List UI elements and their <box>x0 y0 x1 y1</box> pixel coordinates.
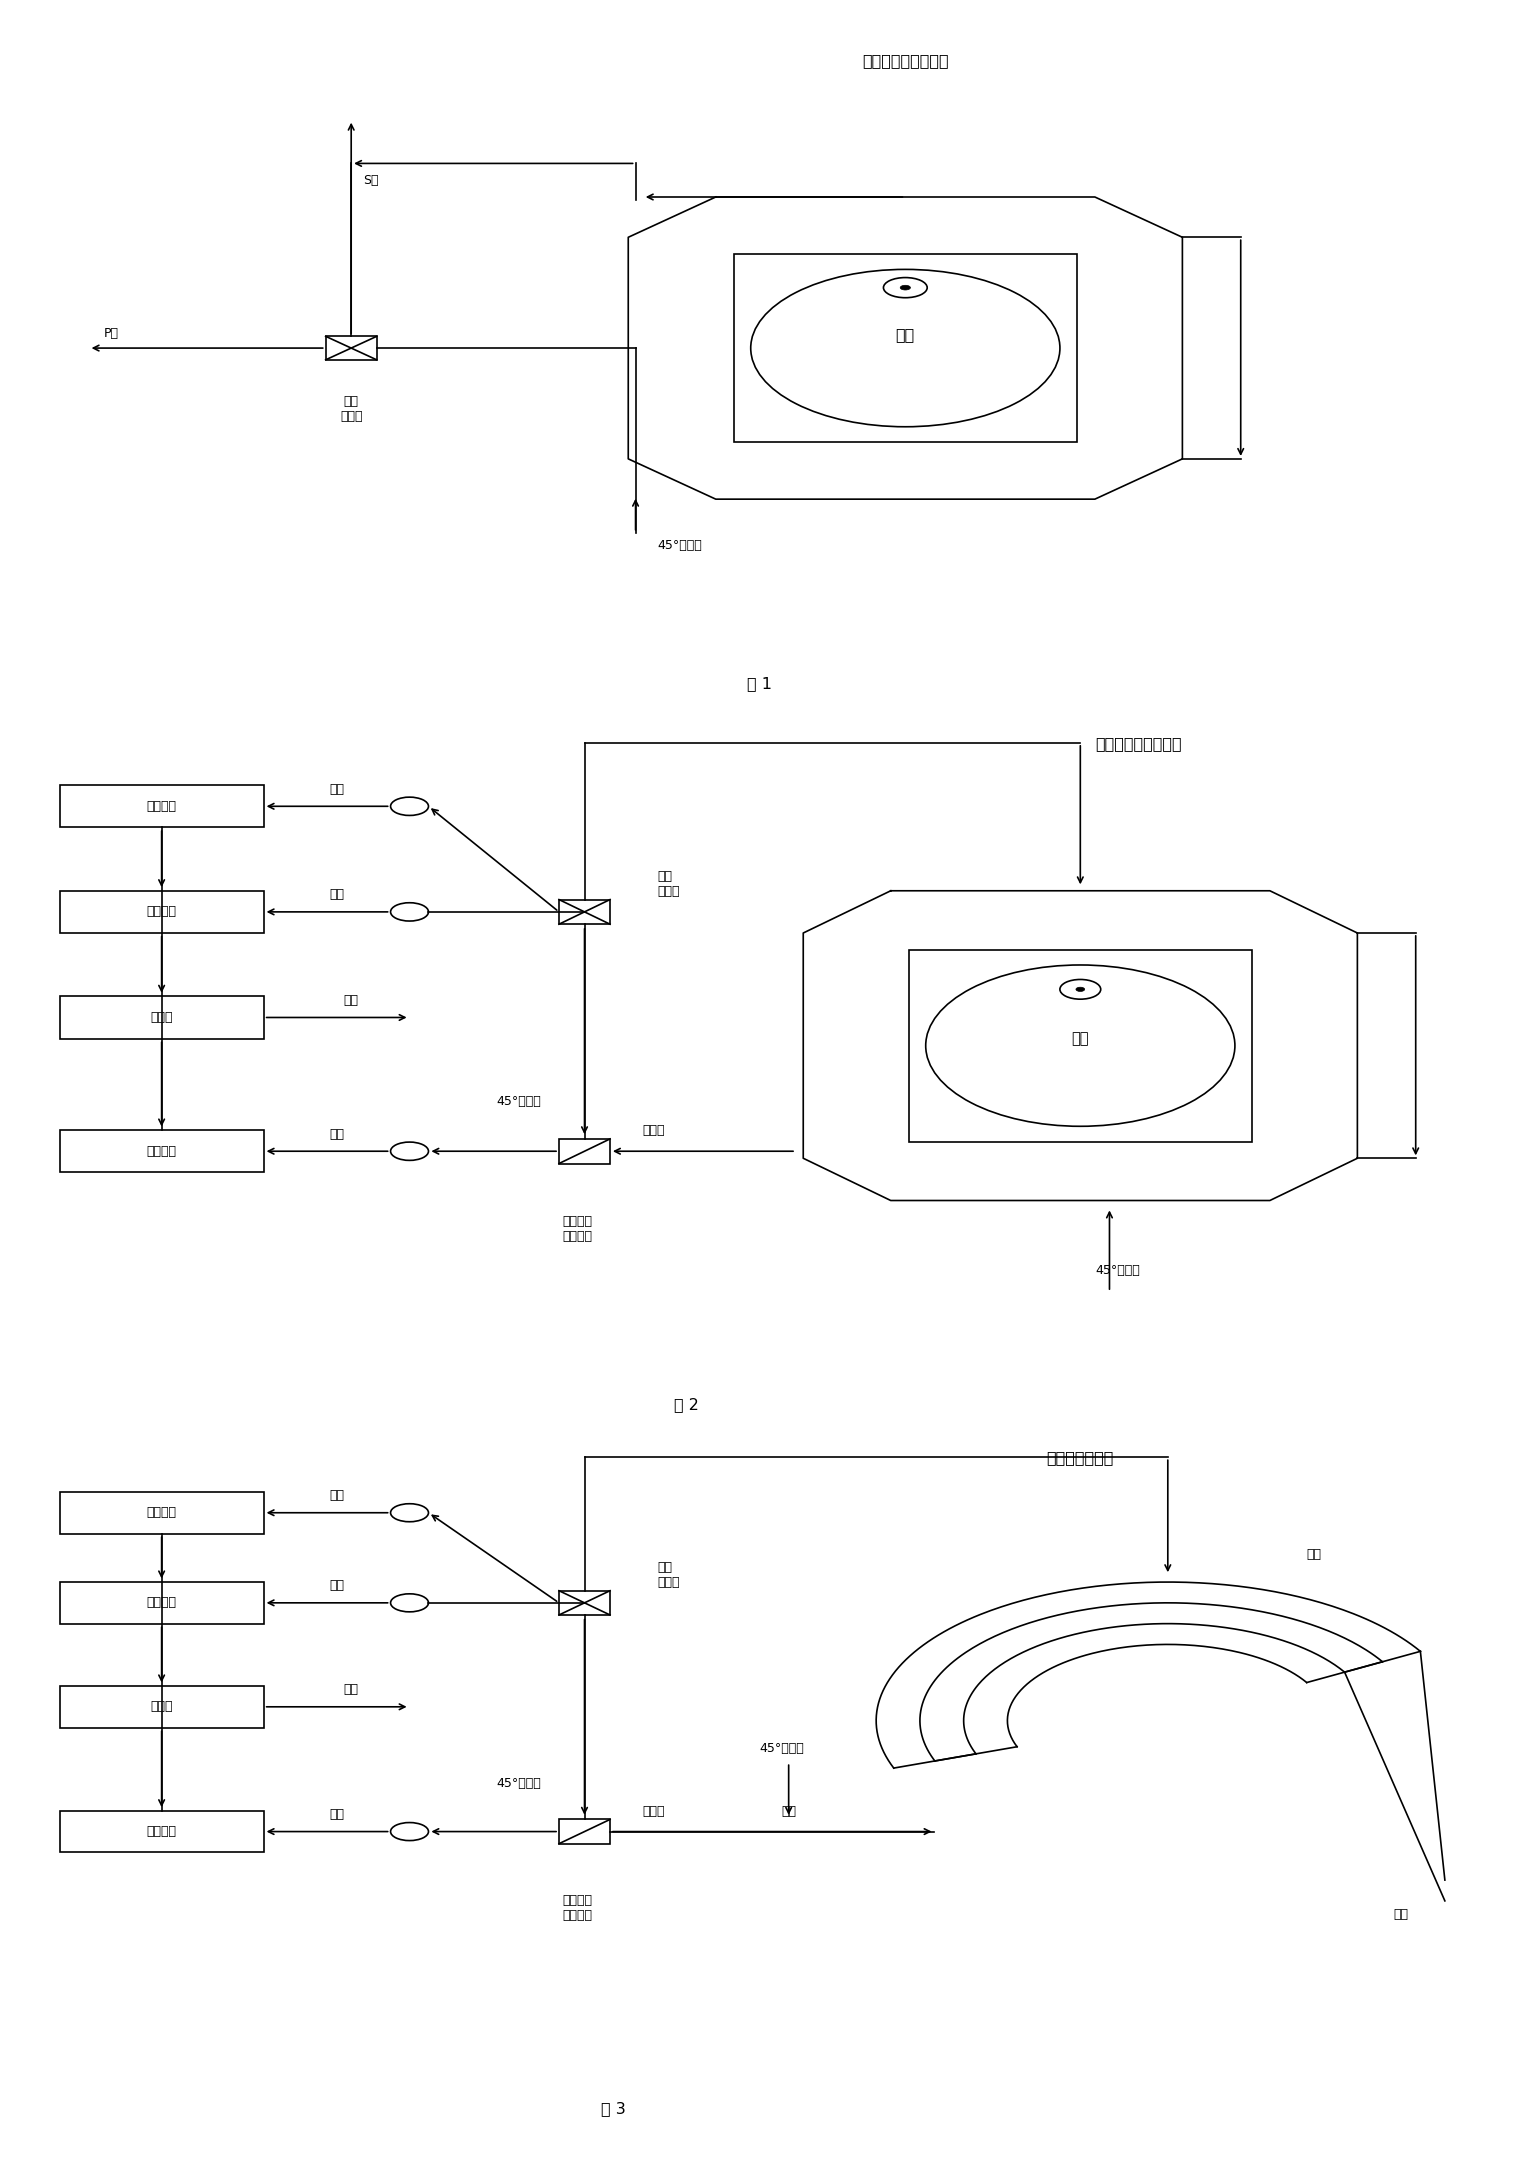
Text: 光纤: 光纤 <box>330 1490 345 1503</box>
Bar <box>59 786 264 827</box>
Circle shape <box>390 1594 428 1612</box>
Text: 光电转换: 光电转换 <box>147 799 176 812</box>
Text: 45°检偏器: 45°检偏器 <box>497 1776 541 1789</box>
Bar <box>59 1811 264 1852</box>
Text: 图 3: 图 3 <box>602 2101 626 2116</box>
Bar <box>325 336 377 360</box>
Text: 无偏振效
应分束器: 无偏振效 应分束器 <box>562 1893 592 1921</box>
Text: 光纤: 光纤 <box>781 1804 796 1817</box>
Text: 光纤: 光纤 <box>330 1128 345 1141</box>
Bar <box>908 949 1252 1141</box>
Bar <box>559 1590 611 1616</box>
Text: 偏振
分束器: 偏振 分束器 <box>658 871 681 897</box>
Text: P光: P光 <box>103 327 118 340</box>
Text: 偏振
分束器: 偏振 分束器 <box>658 1562 681 1590</box>
Text: 计算机: 计算机 <box>150 1700 173 1713</box>
Text: 电流: 电流 <box>896 327 914 342</box>
Text: 45°入射光: 45°入射光 <box>1095 1265 1139 1278</box>
Text: 光学玻璃电流传感头: 光学玻璃电流传感头 <box>1095 736 1182 752</box>
Bar <box>59 1492 264 1534</box>
Text: 光纤电流传感头: 光纤电流传感头 <box>1047 1451 1113 1466</box>
Text: 偏振
分束器: 偏振 分束器 <box>340 394 363 422</box>
Bar <box>734 253 1077 442</box>
Text: 图 2: 图 2 <box>674 1397 699 1412</box>
Circle shape <box>390 903 428 921</box>
Circle shape <box>390 1141 428 1161</box>
Text: S光: S光 <box>363 173 378 186</box>
Text: 45°入射光: 45°入射光 <box>760 1741 804 1754</box>
Text: 电流: 电流 <box>1393 1908 1408 1921</box>
Text: 光学玻璃电流传感头: 光学玻璃电流传感头 <box>861 52 949 67</box>
Bar <box>59 890 264 934</box>
Text: 光纤: 光纤 <box>330 782 345 795</box>
Text: 电流: 电流 <box>343 994 358 1007</box>
Text: 光电转换: 光电转换 <box>147 1144 176 1159</box>
Text: 无偏振效
应分束器: 无偏振效 应分束器 <box>562 1215 592 1243</box>
Text: 出射光: 出射光 <box>643 1804 665 1817</box>
Circle shape <box>390 1503 428 1523</box>
Text: 计算机: 计算机 <box>150 1012 173 1025</box>
Text: 光电转换: 光电转换 <box>147 1596 176 1609</box>
Bar <box>559 1819 611 1843</box>
Text: 出射光: 出射光 <box>643 1124 665 1137</box>
Text: 图 1: 图 1 <box>747 676 772 691</box>
Bar <box>559 1139 611 1163</box>
Text: 光电转换: 光电转换 <box>147 905 176 918</box>
Circle shape <box>901 286 910 290</box>
Text: 45°入射光: 45°入射光 <box>658 539 702 552</box>
Text: 光纤: 光纤 <box>1306 1549 1322 1562</box>
Text: 光电转换: 光电转换 <box>147 1505 176 1518</box>
Circle shape <box>1075 988 1085 992</box>
Circle shape <box>390 797 428 814</box>
Text: 电流: 电流 <box>1071 1031 1089 1046</box>
Text: 光电转换: 光电转换 <box>147 1826 176 1839</box>
Text: 光纤: 光纤 <box>330 1579 345 1592</box>
Bar <box>59 1581 264 1624</box>
Bar <box>59 996 264 1040</box>
Text: 光纤: 光纤 <box>330 888 345 901</box>
Text: 光纤: 光纤 <box>330 1809 345 1822</box>
Bar <box>559 899 611 925</box>
Bar <box>59 1685 264 1728</box>
Text: 电流: 电流 <box>343 1683 358 1696</box>
Bar <box>59 1131 264 1172</box>
Text: 45°检偏器: 45°检偏器 <box>497 1096 541 1109</box>
Circle shape <box>390 1822 428 1841</box>
